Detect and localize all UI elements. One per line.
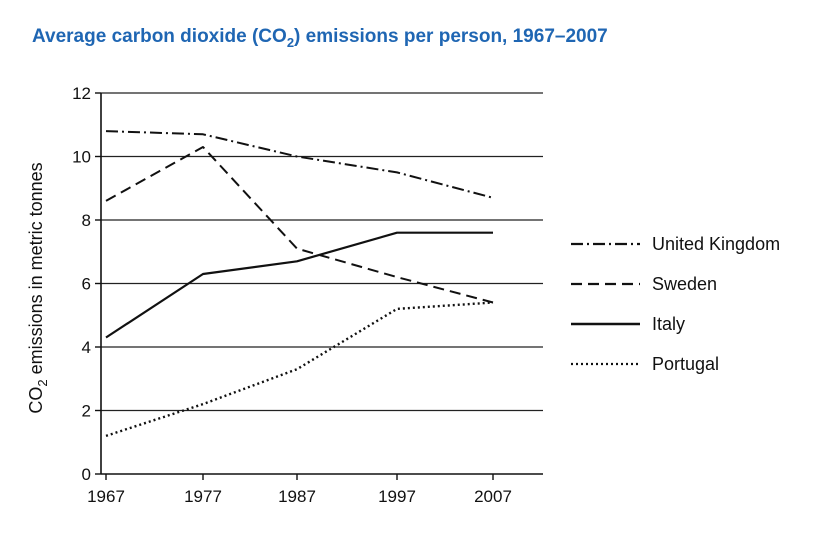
y-tick-label: 10 [72, 148, 91, 167]
y-tick-label: 0 [82, 465, 91, 484]
series-lines [105, 130, 494, 438]
x-tick-label: 1987 [278, 487, 316, 506]
y-axis: 0 2 4 6 8 10 12 [72, 84, 102, 484]
y-tick-label: 12 [72, 84, 91, 103]
series-line-portugal [105, 301, 494, 438]
y-tick-label: 8 [82, 211, 91, 230]
series-line-italy [105, 231, 493, 339]
x-tick-label: 1967 [87, 487, 125, 506]
series-line-sweden [105, 146, 494, 304]
grid-lines [101, 92, 543, 412]
y-axis-label: CO2 emissions in metric tonnes [26, 162, 50, 413]
x-tick-label: 1997 [378, 487, 416, 506]
x-tick-label: 1977 [184, 487, 222, 506]
legend: United Kingdom Sweden Italy Portugal [571, 234, 780, 374]
legend-label-united-kingdom: United Kingdom [652, 234, 780, 254]
y-tick-label: 6 [82, 275, 91, 294]
legend-label-portugal: Portugal [652, 354, 719, 374]
legend-label-sweden: Sweden [652, 274, 717, 294]
y-tick-label: 2 [82, 402, 91, 421]
y-tick-label: 4 [82, 338, 91, 357]
chart-title: Average carbon dioxide (CO2) emissions p… [32, 26, 608, 50]
legend-label-italy: Italy [652, 314, 685, 334]
x-tick-label: 2007 [474, 487, 512, 506]
series-line-united-kingdom [105, 130, 494, 199]
x-axis: 1967 1977 1987 1997 2007 [87, 473, 543, 506]
